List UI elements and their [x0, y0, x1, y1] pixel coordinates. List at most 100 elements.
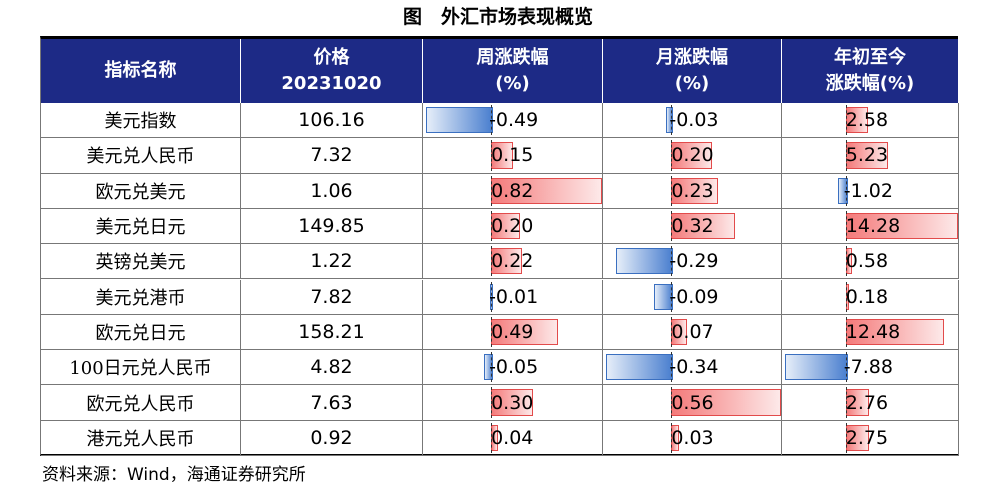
change-cell: 0.18: [782, 279, 959, 315]
change-value: 0.15: [491, 144, 534, 167]
price: 7.63: [241, 385, 423, 421]
zero-axis: [845, 140, 847, 171]
change-value: 0.49: [491, 320, 534, 343]
zero-axis: [491, 352, 493, 383]
data-bar: [606, 354, 674, 381]
change-cell: 0.22: [423, 244, 603, 280]
source: 资料来源：Wind，海通证券研究所: [42, 465, 306, 485]
zero-axis: [491, 387, 493, 418]
price: 106.16: [241, 103, 423, 139]
row-label: 100日元兑人民币: [41, 350, 241, 386]
data-bar: [491, 212, 520, 240]
zero-axis: [671, 175, 673, 206]
data-bar: [671, 389, 781, 416]
table: 指标名称 价格 20231020 周涨跌幅 (%) 月涨跌幅 (%) 年初至今涨跌幅(%) 美元…: [40, 36, 959, 456]
change-value: 2.58: [845, 109, 889, 132]
change-cell: 0.07: [603, 314, 782, 351]
change-value: 0.22: [491, 250, 534, 273]
zero-axis: [491, 140, 493, 171]
change-cell: -0.03: [603, 103, 782, 139]
change-value: 0.30: [491, 391, 534, 414]
change-cell: 0.04: [423, 420, 603, 456]
header-text: 20231020: [281, 73, 382, 94]
change-cell: 2.58: [782, 103, 959, 139]
row-label: 美元兑人民币: [41, 138, 241, 174]
zero-axis: [671, 281, 673, 312]
row-label: 欧元兑日元: [41, 314, 241, 351]
data-bar: [665, 107, 674, 134]
price: 149.85: [241, 208, 423, 245]
zero-axis: [491, 105, 493, 136]
zero-axis: [491, 210, 493, 242]
data-bar: [491, 177, 602, 204]
change-cell: 0.15: [423, 138, 603, 174]
data-bar: [845, 142, 889, 169]
change-cell: -0.49: [423, 103, 603, 139]
zero-axis: [845, 422, 847, 453]
change-value: -0.09: [669, 285, 719, 308]
row-label: 港元兑人民币: [41, 420, 241, 456]
zero-axis: [671, 422, 673, 453]
change-value: 0.04: [491, 426, 534, 449]
zero-axis: [671, 105, 673, 136]
change-cell: -0.05: [423, 350, 603, 386]
zero-axis: [845, 175, 847, 206]
change-value: 0.07: [671, 320, 714, 343]
price: 0.92: [241, 420, 423, 456]
price: 1.22: [241, 244, 423, 280]
change-cell: 0.03: [603, 420, 782, 456]
change-value: -1.02: [843, 179, 893, 202]
change-cell: 0.23: [603, 173, 782, 209]
header-text: 周涨跌幅: [476, 47, 549, 68]
change-value: -0.03: [669, 109, 719, 132]
zero-axis: [491, 246, 493, 277]
zero-axis: [671, 246, 673, 277]
header-text: 月涨跌幅: [656, 47, 728, 68]
zero-axis: [671, 316, 673, 348]
data-bar: [671, 212, 735, 240]
change-cell: 14.28: [782, 208, 959, 245]
price: 158.21: [241, 314, 423, 351]
header-cell: 周涨跌幅 (%): [423, 39, 603, 103]
change-value: 5.23: [845, 144, 889, 167]
zero-axis: [845, 105, 847, 136]
change-value: 0.82: [491, 179, 534, 202]
change-cell: 0.49: [423, 314, 603, 351]
zero-axis: [491, 316, 493, 348]
header-cell: 指标名称: [41, 39, 241, 103]
zero-axis: [845, 210, 847, 242]
change-cell: -0.29: [603, 244, 782, 280]
change-value: 2.75: [845, 426, 889, 449]
header-text: 价格: [313, 47, 350, 68]
change-cell: 0.30: [423, 385, 603, 421]
change-cell: 2.76: [782, 385, 959, 421]
zero-axis: [491, 281, 493, 312]
header-cell: 年初至今涨跌幅(%): [782, 39, 959, 103]
header-text: 涨跌幅(%): [825, 73, 915, 94]
header-text: (%): [674, 73, 710, 94]
change-cell: 0.32: [603, 208, 782, 245]
title: 图 外汇市场表现概览: [402, 6, 593, 28]
row-label: 英镑兑美元: [41, 244, 241, 280]
change-cell: 12.48: [782, 314, 959, 351]
zero-axis: [671, 210, 673, 242]
change-cell: 5.23: [782, 138, 959, 174]
price: 7.82: [241, 279, 423, 315]
data-bar: [426, 107, 494, 134]
zero-axis: [845, 246, 847, 277]
zero-axis: [671, 352, 673, 383]
header-text: (%): [495, 73, 530, 94]
zero-axis: [845, 387, 847, 418]
change-value: -0.29: [669, 250, 719, 273]
data-bar: [845, 212, 958, 240]
row-label: 欧元兑人民币: [41, 385, 241, 421]
change-value: 12.48: [845, 320, 901, 343]
header-text: 年初至今: [834, 47, 906, 68]
change-value: 0.56: [671, 391, 714, 414]
change-cell: 0.20: [603, 138, 782, 174]
data-bar: [671, 142, 712, 169]
price: 4.82: [241, 350, 423, 386]
change-value: 14.28: [845, 215, 901, 238]
zero-axis: [491, 175, 493, 206]
